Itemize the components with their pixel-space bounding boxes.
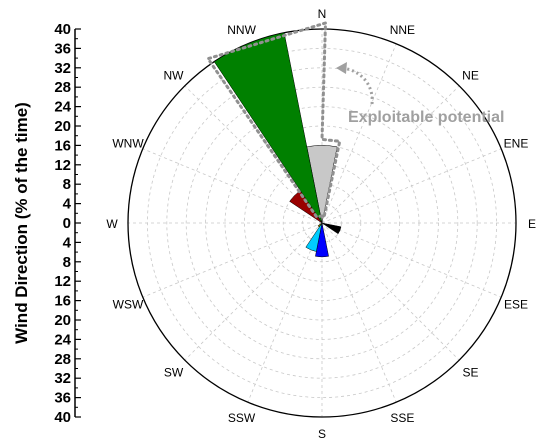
- tick-label: 32: [54, 60, 71, 77]
- tick-label: 20: [54, 312, 71, 329]
- direction-label-ese: ESE: [504, 297, 528, 311]
- sector-ssw: [305, 222, 323, 252]
- outer-ring: [127, 28, 517, 418]
- sector-sw: [317, 222, 323, 228]
- tick-label: 36: [54, 40, 71, 57]
- grid-spoke: [321, 148, 502, 224]
- grid-spoke: [247, 222, 323, 403]
- direction-label-w: W: [106, 217, 118, 231]
- grid-spoke: [321, 222, 460, 361]
- grid-ring: [243, 144, 400, 301]
- exploitable-outline-path: [205, 20, 342, 219]
- tick-label: 24: [54, 99, 71, 116]
- tick-label: 20: [54, 118, 71, 135]
- direction-label-ne: NE: [462, 69, 479, 83]
- y-axis-title: Wind Direction (% of the time): [12, 102, 31, 344]
- tick-label: 12: [54, 273, 71, 290]
- grid-ring: [185, 86, 459, 360]
- tick-label: 16: [54, 293, 71, 310]
- direction-label-ssw: SSW: [228, 411, 256, 425]
- tick-label: 28: [54, 351, 71, 368]
- tick-label: 28: [54, 79, 71, 96]
- direction-label-e: E: [528, 217, 536, 231]
- direction-labels: N NNE NE ENE E ESE SE SSE S SSW SW WSW W WNW NW NNW: [106, 7, 536, 441]
- grid-spoke: [142, 148, 323, 224]
- direction-label-ene: ENE: [504, 137, 529, 151]
- polar-grid: [127, 28, 517, 418]
- grid-spoke: [321, 43, 397, 224]
- sectors: [213, 32, 342, 258]
- sector-s: [315, 222, 329, 258]
- direction-label-nnw: NNW: [227, 23, 256, 37]
- tick-label: 36: [54, 390, 71, 407]
- direction-label-wsw: WSW: [113, 297, 144, 311]
- tick-label: 12: [54, 157, 71, 174]
- tick-label: 4: [63, 234, 72, 251]
- tick-label: 24: [54, 331, 71, 348]
- sector-ese: [321, 222, 342, 235]
- direction-label-n: N: [318, 7, 327, 21]
- tick-label: 8: [63, 254, 71, 271]
- sector-nnw: [213, 32, 323, 224]
- grid-ring: [166, 67, 478, 379]
- grid-ring: [263, 164, 381, 282]
- annotation-text: Exploitable potential: [348, 109, 504, 126]
- direction-label-s: S: [318, 427, 326, 441]
- grid-spoke: [142, 222, 323, 298]
- tick-label: 40: [54, 409, 71, 426]
- grid-spoke: [321, 222, 397, 403]
- grid-spoke: [321, 85, 460, 224]
- direction-label-sw: SW: [164, 366, 184, 380]
- tick-label: 16: [54, 137, 71, 154]
- tick-label: 0: [63, 215, 71, 232]
- direction-label-nw: NW: [164, 69, 185, 83]
- annotation-arrow: [341, 66, 374, 105]
- tick-label: 4: [63, 196, 72, 213]
- direction-label-sse: SSE: [390, 411, 414, 425]
- annotation-arrowhead: [336, 62, 347, 74]
- direction-label-wnw: WNW: [112, 137, 144, 151]
- direction-label-se: SE: [462, 366, 478, 380]
- tick-label: 8: [63, 176, 71, 193]
- grid-spoke: [184, 222, 323, 361]
- grid-spoke: [321, 222, 502, 298]
- exploitable-outline: [205, 20, 342, 219]
- direction-label-nne: NNE: [390, 23, 415, 37]
- tick-label: 32: [54, 370, 71, 387]
- tick-label: 40: [54, 21, 71, 38]
